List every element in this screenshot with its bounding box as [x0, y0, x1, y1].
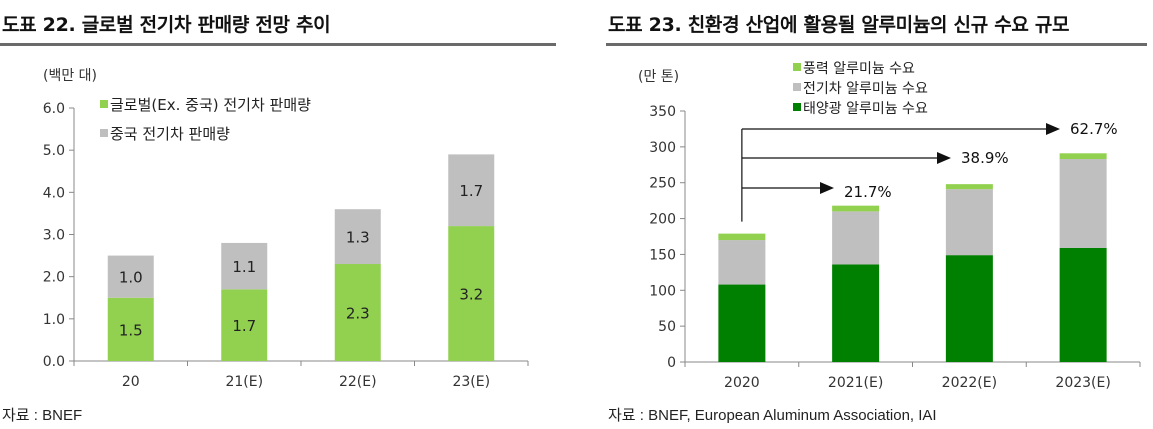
left-title-rule: [0, 43, 556, 46]
bar-segment: [334, 209, 381, 265]
bar-data-label: 1.7: [459, 182, 483, 200]
annotation-arrow-head: [820, 182, 834, 194]
bar-segment: [718, 284, 766, 362]
y-tick-label: 0.0: [43, 354, 65, 370]
y-tick-label: 5.0: [43, 143, 65, 159]
bar-segment: [221, 242, 268, 290]
annotation-growth-label: 38.9%: [961, 149, 1009, 167]
bar-data-label: 1.7: [232, 317, 256, 335]
bar-segment: [832, 211, 880, 265]
x-tick-label: 21(E): [225, 374, 263, 390]
bar-segment: [448, 226, 495, 361]
bar-segment: [718, 240, 766, 285]
x-tick-label: 20: [122, 374, 140, 390]
y-tick-label: 350: [649, 104, 676, 120]
bar-data-label: 1.1: [232, 258, 256, 276]
legend-swatch: [793, 63, 801, 71]
bar-data-label: 1.3: [346, 229, 370, 247]
bar-segment: [334, 264, 381, 361]
right-source-note: 자료 : BNEF, European Aluminum Association…: [608, 407, 937, 424]
y-tick-label: 1.0: [43, 312, 65, 328]
bar-segment: [221, 289, 268, 361]
y-tick-label: 250: [649, 176, 676, 192]
y-tick-label: 4.0: [43, 185, 65, 201]
x-tick-label: 2023(E): [1055, 375, 1110, 391]
bar-segment: [107, 297, 154, 361]
bar-data-label: 3.2: [459, 286, 483, 304]
y-tick-label: 100: [649, 283, 676, 299]
legend-label: 글로벌(Ex. 중국) 전기차 판매량: [110, 96, 311, 114]
legend-label: 중국 전기차 판매량: [110, 125, 230, 143]
bar-segment: [945, 255, 993, 362]
legend-swatch: [100, 129, 108, 137]
right-chart-title: 도표 23. 친환경 산업에 활용될 알루미늄의 신규 수요 규모: [608, 14, 1070, 36]
y-axis-unit-label: (만 톤): [638, 69, 679, 85]
bar-data-label: 1.5: [119, 321, 143, 339]
legend-swatch: [793, 83, 801, 91]
y-tick-label: 200: [649, 212, 676, 228]
y-tick-label: 150: [649, 247, 676, 263]
y-tick-label: 0: [667, 355, 676, 371]
right-chart: (만 톤) 0 50 100 150 200 250 300 350 2020 2021(E) 202…: [638, 61, 1141, 391]
annotation-arrow-head: [1046, 123, 1060, 135]
x-tick-label: 2020: [724, 375, 760, 391]
bar-segment: [945, 189, 993, 256]
bar-segment: [1059, 247, 1107, 362]
annotation-arrow-head: [937, 152, 951, 164]
right-title-rule: [606, 43, 1147, 46]
left-chart-title: 도표 22. 글로벌 전기차 판매량 전망 추이: [2, 14, 331, 36]
legend-label: 전기차 알루미늄 수요: [803, 81, 928, 97]
bar-segment: [945, 184, 993, 190]
bar-segment: [1059, 159, 1107, 248]
y-tick-label: 2.0: [43, 270, 65, 286]
left-source-note: 자료 : BNEF: [2, 407, 83, 424]
y-tick-label: 50: [658, 319, 676, 335]
legend-swatch: [793, 103, 801, 111]
bar-segment: [832, 205, 880, 212]
annotation-growth-label: 21.7%: [844, 183, 892, 201]
x-tick-label: 23(E): [452, 374, 490, 390]
bar-segment: [718, 233, 766, 241]
y-tick-label: 300: [649, 140, 676, 156]
bar-segment: [832, 264, 880, 362]
bar-data-label: 2.3: [346, 305, 370, 323]
bar-data-label: 1.0: [119, 269, 143, 287]
legend-label: 풍력 알루미늄 수요: [803, 61, 915, 77]
annotation-growth-label: 62.7%: [1070, 120, 1118, 138]
y-tick-label: 3.0: [43, 228, 65, 244]
legend-swatch: [100, 100, 108, 108]
bar-segment: [448, 154, 495, 227]
legend-label: 태양광 알루미늄 수요: [803, 101, 928, 117]
y-tick-label: 6.0: [43, 101, 65, 117]
x-tick-label: 2021(E): [828, 375, 883, 391]
x-tick-label: 22(E): [339, 374, 377, 390]
left-chart: (백만 대) 0.0 1.0 2.0 3.0 4.0 5.0 6.0 20 1.5 1.0 21(E)…: [43, 68, 529, 390]
bar-segment: [107, 255, 154, 298]
y-axis-unit-label: (백만 대): [43, 68, 97, 84]
bar-segment: [1059, 153, 1107, 160]
x-tick-label: 2022(E): [942, 375, 997, 391]
